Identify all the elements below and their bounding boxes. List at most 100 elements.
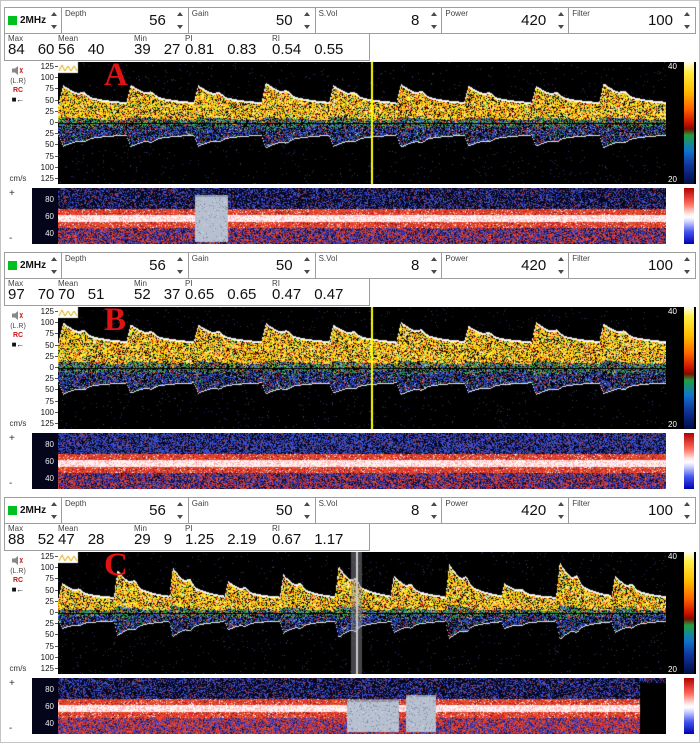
spin-up-button[interactable]	[50, 12, 57, 16]
mmode-canvas[interactable]	[58, 433, 666, 489]
spin-up-button[interactable]	[177, 502, 184, 506]
spin-down-button[interactable]	[304, 270, 311, 274]
param-spinner[interactable]	[429, 257, 438, 274]
param-spinner[interactable]	[429, 502, 438, 519]
mmode-display[interactable]	[58, 678, 666, 734]
measure-label: RI	[272, 34, 280, 43]
spin-down-button[interactable]	[304, 515, 311, 519]
doppler-panel: 2MHz Depth 56 Gain 50 S.Vol 8 Power 420	[4, 7, 696, 244]
spectral-waveform-canvas[interactable]	[58, 552, 666, 674]
mmode-canvas[interactable]	[58, 188, 666, 244]
spin-up-button[interactable]	[684, 257, 691, 261]
toolbar: 2MHz Depth 56 Gain 50 S.Vol 8 Power 420	[4, 497, 696, 524]
speaker-icon[interactable]	[12, 311, 24, 321]
spin-down-button[interactable]	[177, 270, 184, 274]
mmode-display[interactable]	[58, 188, 666, 244]
zoom-out-button[interactable]: -	[9, 723, 13, 734]
spin-up-button[interactable]	[557, 257, 564, 261]
spin-up-button[interactable]	[304, 257, 311, 261]
param-value: 100	[647, 12, 673, 29]
spectral-display[interactable]: A	[58, 58, 666, 184]
spin-up-button[interactable]	[430, 12, 437, 16]
param-label: Power	[445, 9, 469, 18]
param-spinner[interactable]	[556, 12, 565, 29]
spin-up-button[interactable]	[50, 502, 57, 506]
mmode-display-row: + - 80 60 40	[4, 433, 696, 489]
spin-down-button[interactable]	[304, 25, 311, 29]
param-spinner[interactable]	[176, 12, 185, 29]
spin-up-button[interactable]	[684, 502, 691, 506]
param-label: S.Vol	[318, 9, 338, 18]
speaker-icon[interactable]	[12, 556, 24, 566]
axis-tick-label: 100	[41, 319, 58, 327]
mmode-sidebar: + -	[4, 678, 32, 734]
measure-label: Mean	[58, 524, 79, 533]
spin-down-button[interactable]	[177, 25, 184, 29]
spin-down-button[interactable]	[684, 515, 691, 519]
param-value: 56	[149, 12, 166, 29]
spin-down-button[interactable]	[557, 270, 564, 274]
probe-selector[interactable]: 2MHz	[4, 7, 62, 34]
speaker-icon[interactable]	[12, 66, 24, 76]
spin-down-button[interactable]	[430, 25, 437, 29]
spin-up-button[interactable]	[684, 12, 691, 16]
probe-selector[interactable]: 2MHz	[4, 497, 62, 524]
param-spinner[interactable]	[303, 502, 312, 519]
spin-down-button[interactable]	[177, 515, 184, 519]
param-spinner[interactable]	[429, 12, 438, 29]
measure-mean: Mean 56 40	[55, 34, 131, 60]
measure-min: Min 39 27	[131, 34, 182, 60]
param-spinner[interactable]	[176, 502, 185, 519]
param-spinner[interactable]	[303, 257, 312, 274]
measure-value: 84	[8, 41, 25, 58]
spin-up-button[interactable]	[430, 257, 437, 261]
zoom-in-button[interactable]: +	[9, 433, 15, 444]
spin-down-button[interactable]	[430, 515, 437, 519]
param-value: 50	[275, 12, 293, 29]
param-spinner[interactable]	[556, 257, 565, 274]
measure-value: 51	[87, 286, 105, 303]
spin-up-button[interactable]	[177, 12, 184, 16]
zoom-out-button[interactable]: -	[9, 478, 13, 489]
mmode-display-row: + - 80 60 40	[4, 188, 696, 244]
spin-up-button[interactable]	[177, 257, 184, 261]
spectral-display[interactable]: B	[58, 303, 666, 429]
param-spinner[interactable]	[683, 257, 692, 274]
spectral-waveform-canvas[interactable]	[58, 307, 666, 429]
zoom-out-button[interactable]: -	[9, 233, 13, 244]
param-spinner[interactable]	[303, 12, 312, 29]
spin-down-button[interactable]	[50, 25, 57, 29]
param-value: 420	[521, 12, 547, 29]
spin-up-button[interactable]	[304, 502, 311, 506]
spin-up-button[interactable]	[557, 12, 564, 16]
spin-down-button[interactable]	[50, 515, 57, 519]
mmode-display[interactable]	[58, 433, 666, 489]
probe-spinner[interactable]	[49, 257, 58, 274]
spin-down-button[interactable]	[684, 270, 691, 274]
probe-selector[interactable]: 2MHz	[4, 252, 62, 279]
probe-spinner[interactable]	[49, 502, 58, 519]
param-spinner[interactable]	[683, 12, 692, 29]
spin-down-button[interactable]	[557, 25, 564, 29]
spin-up-button[interactable]	[50, 257, 57, 261]
spin-down-button[interactable]	[557, 515, 564, 519]
measure-ri: RI 0.54 0.55	[269, 34, 369, 60]
gate-direction-indicator: ■←	[11, 585, 25, 594]
param-spinner[interactable]	[556, 502, 565, 519]
measure-mean: Mean 70 51	[55, 279, 131, 305]
mmode-canvas[interactable]	[58, 678, 666, 734]
spin-down-button[interactable]	[50, 270, 57, 274]
spin-down-button[interactable]	[684, 25, 691, 29]
param-value: 100	[647, 502, 673, 519]
param-spinner[interactable]	[683, 502, 692, 519]
param-spinner[interactable]	[176, 257, 185, 274]
zoom-in-button[interactable]: +	[9, 188, 15, 199]
probe-spinner[interactable]	[49, 12, 58, 29]
spin-up-button[interactable]	[304, 12, 311, 16]
spin-down-button[interactable]	[430, 270, 437, 274]
spin-up-button[interactable]	[557, 502, 564, 506]
spectral-display[interactable]: C	[58, 548, 666, 674]
zoom-in-button[interactable]: +	[9, 678, 15, 689]
spin-up-button[interactable]	[430, 502, 437, 506]
spectral-waveform-canvas[interactable]	[58, 62, 666, 184]
